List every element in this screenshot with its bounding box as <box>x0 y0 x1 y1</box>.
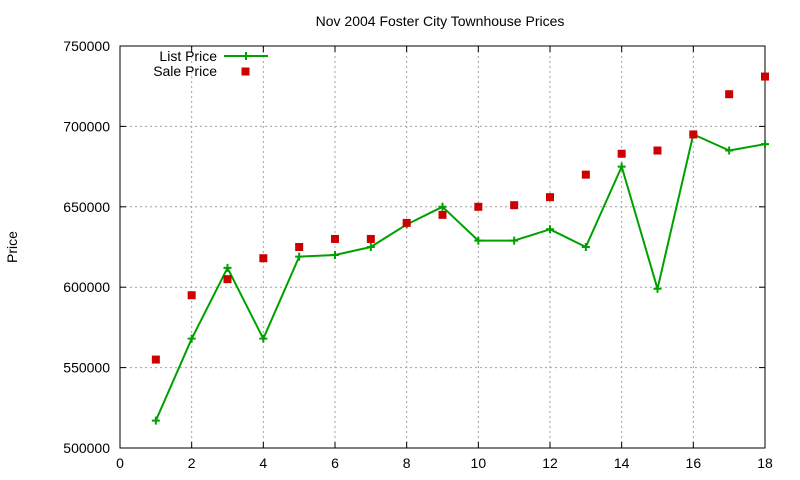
list-price-point <box>438 202 447 211</box>
x-tick-label: 16 <box>686 455 702 471</box>
x-tick-label: 18 <box>757 455 773 471</box>
sale-price-point <box>689 130 698 139</box>
list-price-point <box>725 146 734 155</box>
sale-price-point <box>259 254 268 263</box>
x-tick-label: 4 <box>259 455 267 471</box>
chart-title: Nov 2004 Foster City Townhouse Prices <box>316 13 565 29</box>
legend: List Price Sale Price <box>153 48 268 79</box>
list-price-point <box>510 236 519 245</box>
x-tick-label: 6 <box>331 455 339 471</box>
sale-price-point <box>366 234 375 243</box>
sale-price-point <box>510 201 519 210</box>
legend-label-sale-price: Sale Price <box>153 63 217 79</box>
sale-price-point <box>581 170 590 179</box>
x-tick-label: 8 <box>403 455 411 471</box>
sale-price-point <box>402 218 411 227</box>
plot-frame <box>119 45 766 449</box>
legend-marker-list-price <box>242 52 250 60</box>
sale-price-point <box>725 90 734 99</box>
y-axis-label: Price <box>4 231 20 263</box>
grid-lines <box>120 46 765 448</box>
sale-price-point <box>223 275 232 284</box>
sale-price-point <box>761 72 769 81</box>
y-tick-label: 600000 <box>63 279 110 295</box>
y-tick-label: 550000 <box>63 360 110 376</box>
list-price-point <box>546 225 554 234</box>
list-price-point <box>653 284 662 293</box>
sale-price-point <box>295 243 304 251</box>
legend-marker-sale-price <box>241 67 250 76</box>
sale-price-point <box>653 146 662 155</box>
x-tick-label: 12 <box>542 455 558 471</box>
list-price-point <box>295 252 304 261</box>
list-price-point <box>259 334 268 343</box>
sale-price-point <box>474 202 483 211</box>
list-price-point <box>581 243 590 251</box>
list-price-point <box>474 236 483 245</box>
list-price-point <box>331 251 339 260</box>
list-price-point <box>151 416 160 425</box>
legend-label-list-price: List Price <box>159 48 217 64</box>
y-tick-label: 700000 <box>63 118 110 134</box>
sale-price-point <box>438 210 447 219</box>
y-tick-label: 650000 <box>63 199 110 215</box>
x-tick-label: 10 <box>471 455 487 471</box>
list-price-point <box>366 243 375 251</box>
list-price-point <box>187 334 196 343</box>
y-tick-label: 500000 <box>63 440 110 456</box>
sale-price-point <box>151 355 160 364</box>
series-layer <box>151 72 769 425</box>
list-price-line <box>154 133 766 422</box>
sale-price-point <box>331 234 339 243</box>
sale-price-point <box>546 193 554 202</box>
list-price-point <box>617 162 626 171</box>
sale-price-point <box>187 291 196 300</box>
x-tick-label: 2 <box>188 455 196 471</box>
y-tick-label: 750000 <box>63 38 110 54</box>
x-tick-label: 0 <box>116 455 124 471</box>
x-tick-label: 14 <box>614 455 630 471</box>
list-price-point <box>223 263 232 272</box>
axis-ticks: 0 2 4 6 8 10 12 14 16 18 500000 550000 600000 650000 7… <box>63 38 773 471</box>
list-price-point <box>761 140 769 149</box>
sale-price-point <box>617 149 626 158</box>
